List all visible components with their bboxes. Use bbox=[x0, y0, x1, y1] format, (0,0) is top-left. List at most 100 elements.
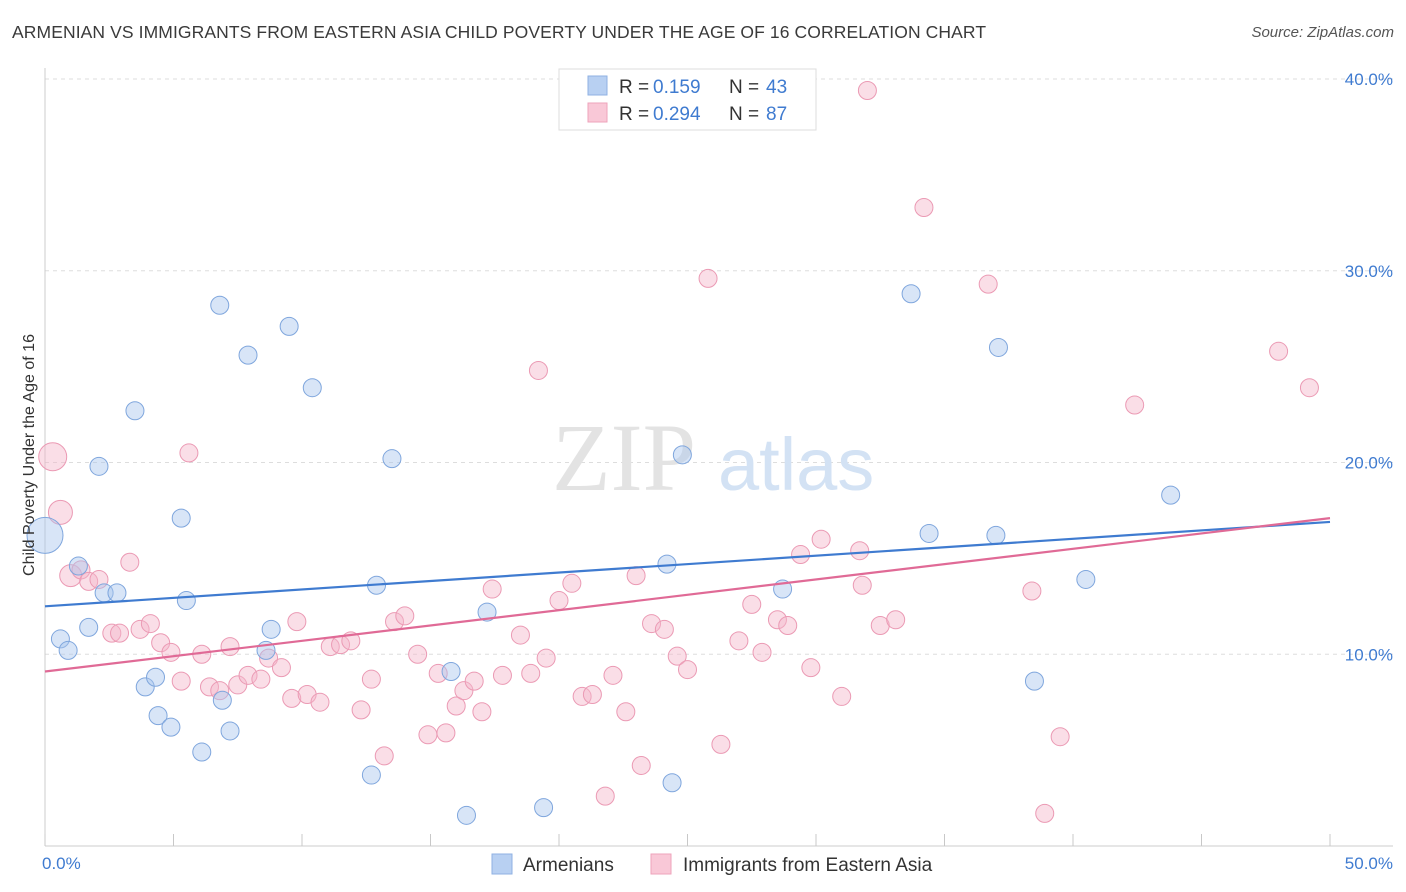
point-armenians bbox=[1161, 485, 1181, 505]
point-immigrants-eastern-asia bbox=[886, 610, 906, 630]
series-immigrants-eastern-asia bbox=[38, 81, 1319, 823]
bottom-legend-swatch-immigrants bbox=[650, 853, 672, 875]
point-immigrants-eastern-asia bbox=[446, 696, 466, 716]
point-immigrants-eastern-asia bbox=[729, 631, 749, 651]
point-armenians bbox=[919, 523, 939, 543]
point-immigrants-eastern-asia bbox=[654, 619, 674, 639]
point-immigrants-eastern-asia bbox=[110, 623, 130, 643]
point-armenians bbox=[261, 619, 281, 639]
point-immigrants-eastern-asia bbox=[752, 642, 772, 662]
chart-title: ARMENIAN VS IMMIGRANTS FROM EASTERN ASIA… bbox=[12, 22, 987, 42]
point-armenians bbox=[672, 445, 692, 465]
point-armenians bbox=[456, 805, 476, 825]
point-immigrants-eastern-asia bbox=[251, 669, 271, 689]
point-immigrants-eastern-asia bbox=[1022, 581, 1042, 601]
point-immigrants-eastern-asia bbox=[171, 671, 191, 691]
legend-n-label-immigrants: N = bbox=[729, 104, 759, 125]
point-immigrants-eastern-asia bbox=[454, 681, 474, 701]
point-immigrants-eastern-asia bbox=[801, 658, 821, 678]
legend: R = 0.159 N = 43 R = 0.294 N = 87 bbox=[558, 68, 817, 131]
point-immigrants-eastern-asia bbox=[711, 734, 731, 754]
point-immigrants-eastern-asia bbox=[151, 633, 171, 653]
legend-n-value-immigrants: 87 bbox=[766, 104, 787, 125]
point-armenians bbox=[89, 456, 109, 476]
point-immigrants-eastern-asia bbox=[47, 499, 73, 525]
point-immigrants-eastern-asia bbox=[631, 755, 651, 775]
point-immigrants-eastern-asia bbox=[130, 619, 150, 639]
point-armenians bbox=[988, 337, 1008, 357]
point-armenians bbox=[176, 591, 196, 611]
point-immigrants-eastern-asia bbox=[161, 642, 181, 662]
point-immigrants-eastern-asia bbox=[1050, 727, 1070, 747]
point-immigrants-eastern-asia bbox=[220, 637, 240, 657]
point-immigrants-eastern-asia bbox=[120, 552, 140, 572]
legend-n-value-armenians: 43 bbox=[766, 77, 787, 98]
point-immigrants-eastern-asia bbox=[510, 625, 530, 645]
point-armenians bbox=[1024, 671, 1044, 691]
point-immigrants-eastern-asia bbox=[140, 614, 160, 634]
point-immigrants-eastern-asia bbox=[549, 591, 569, 611]
point-immigrants-eastern-asia bbox=[361, 669, 381, 689]
legend-n-label-armenians: N = bbox=[729, 77, 759, 98]
point-armenians bbox=[68, 556, 88, 576]
grid bbox=[45, 78, 1393, 655]
point-immigrants-eastern-asia bbox=[351, 700, 371, 720]
point-armenians bbox=[79, 617, 99, 637]
point-immigrants-eastern-asia bbox=[436, 723, 456, 743]
bottom-legend: Armenians Immigrants from Eastern Asia bbox=[491, 853, 933, 876]
point-immigrants-eastern-asia bbox=[521, 663, 541, 683]
point-armenians bbox=[148, 706, 168, 726]
point-armenians bbox=[901, 284, 921, 304]
point-immigrants-eastern-asia bbox=[228, 675, 248, 695]
point-immigrants-eastern-asia bbox=[238, 665, 258, 685]
point-immigrants-eastern-asia bbox=[698, 268, 718, 288]
point-immigrants-eastern-asia bbox=[374, 746, 394, 766]
point-immigrants-eastern-asia bbox=[767, 610, 787, 630]
legend-swatch-immigrants bbox=[587, 102, 608, 123]
point-armenians bbox=[58, 640, 78, 660]
point-immigrants-eastern-asia bbox=[603, 665, 623, 685]
legend-r-value-immigrants: 0.294 bbox=[653, 104, 701, 125]
point-immigrants-eastern-asia bbox=[259, 648, 279, 668]
point-armenians bbox=[107, 583, 127, 603]
bottom-legend-label-armenians: Armenians bbox=[523, 855, 614, 876]
point-armenians bbox=[146, 667, 166, 687]
trend-line-immigrants-eastern-asia bbox=[44, 517, 1331, 673]
point-immigrants-eastern-asia bbox=[678, 660, 697, 680]
y-tick-label-20: 20.0% bbox=[1345, 454, 1393, 473]
point-immigrants-eastern-asia bbox=[1125, 395, 1145, 415]
point-immigrants-eastern-asia bbox=[464, 671, 484, 691]
point-immigrants-eastern-asia bbox=[642, 614, 662, 634]
point-armenians bbox=[302, 378, 322, 398]
point-immigrants-eastern-asia bbox=[562, 573, 582, 593]
point-immigrants-eastern-asia bbox=[742, 594, 762, 614]
point-immigrants-eastern-asia bbox=[482, 579, 502, 599]
point-immigrants-eastern-asia bbox=[310, 692, 330, 712]
point-armenians bbox=[441, 662, 461, 682]
point-armenians bbox=[534, 798, 554, 818]
point-immigrants-eastern-asia bbox=[626, 566, 646, 586]
point-immigrants-eastern-asia bbox=[179, 443, 199, 463]
point-immigrants-eastern-asia bbox=[778, 615, 798, 635]
point-immigrants-eastern-asia bbox=[282, 688, 302, 708]
point-armenians bbox=[477, 602, 497, 622]
point-immigrants-eastern-asia bbox=[102, 623, 122, 643]
point-armenians bbox=[212, 690, 232, 710]
point-armenians bbox=[192, 742, 212, 762]
point-immigrants-eastern-asia bbox=[850, 541, 870, 561]
bottom-legend-swatch-armenians bbox=[491, 853, 513, 875]
y-tick-label-10: 10.0% bbox=[1345, 645, 1393, 664]
x-ticks bbox=[44, 834, 1331, 846]
point-armenians bbox=[361, 765, 381, 785]
point-armenians bbox=[662, 773, 682, 793]
x-tick-label-min: 0.0% bbox=[42, 854, 81, 873]
watermark-atlas: atlas bbox=[718, 423, 874, 506]
point-immigrants-eastern-asia bbox=[287, 612, 307, 632]
point-immigrants-eastern-asia bbox=[271, 658, 291, 678]
trend-line-armenians bbox=[44, 520, 1331, 608]
point-armenians bbox=[135, 677, 155, 697]
point-immigrants-eastern-asia bbox=[582, 685, 602, 705]
point-immigrants-eastern-asia bbox=[528, 360, 548, 380]
legend-r-label-immigrants: R = bbox=[619, 104, 649, 125]
